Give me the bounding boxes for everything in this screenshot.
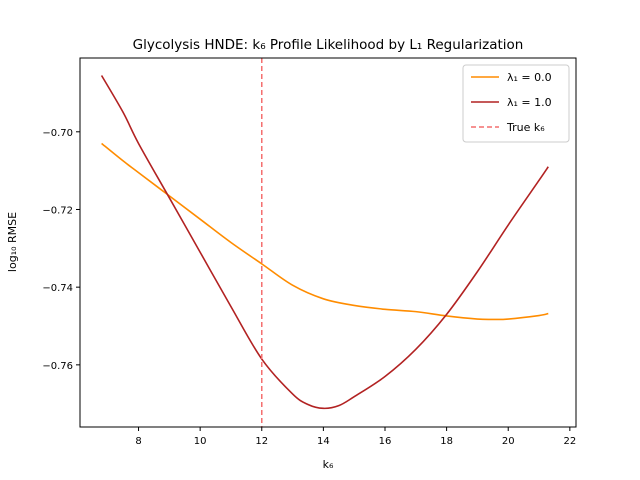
x-tick-label: 8 <box>135 436 141 447</box>
y-tick-label: −0.70 <box>42 128 73 139</box>
y-tick-label: −0.72 <box>42 205 73 216</box>
x-tick-label: 12 <box>255 436 268 447</box>
series-layer <box>100 75 549 410</box>
x-ticks: 8 10 12 14 16 18 20 22 <box>135 427 576 447</box>
y-tick-label: −0.76 <box>42 361 73 372</box>
legend-label-lambda-0: λ₁ = 0.0 <box>507 71 552 84</box>
legend-box <box>462 64 570 143</box>
x-tick-label: 22 <box>563 436 576 447</box>
legend-label-true-k6: True k₆ <box>506 121 545 134</box>
y-tick-label: −0.74 <box>42 283 73 294</box>
legend: λ₁ = 0.0 λ₁ = 1.0 True k₆ <box>462 64 570 143</box>
y-ticks: −0.70 −0.72 −0.74 −0.76 <box>42 128 80 372</box>
plot-frame <box>79 57 577 428</box>
x-tick-label: 20 <box>502 436 515 447</box>
x-axis-label: k₆ <box>323 458 334 471</box>
x-tick-label: 18 <box>440 436 453 447</box>
x-tick-label: 16 <box>379 436 392 447</box>
y-axis-label: log₁₀ RMSE <box>6 212 19 272</box>
x-tick-label: 14 <box>317 436 330 447</box>
x-tick-label: 10 <box>194 436 207 447</box>
series-line-1 <box>100 75 549 410</box>
chart-title: Glycolysis HNDE: k₆ Profile Likelihood b… <box>133 37 524 53</box>
legend-label-lambda-1: λ₁ = 1.0 <box>507 96 552 109</box>
